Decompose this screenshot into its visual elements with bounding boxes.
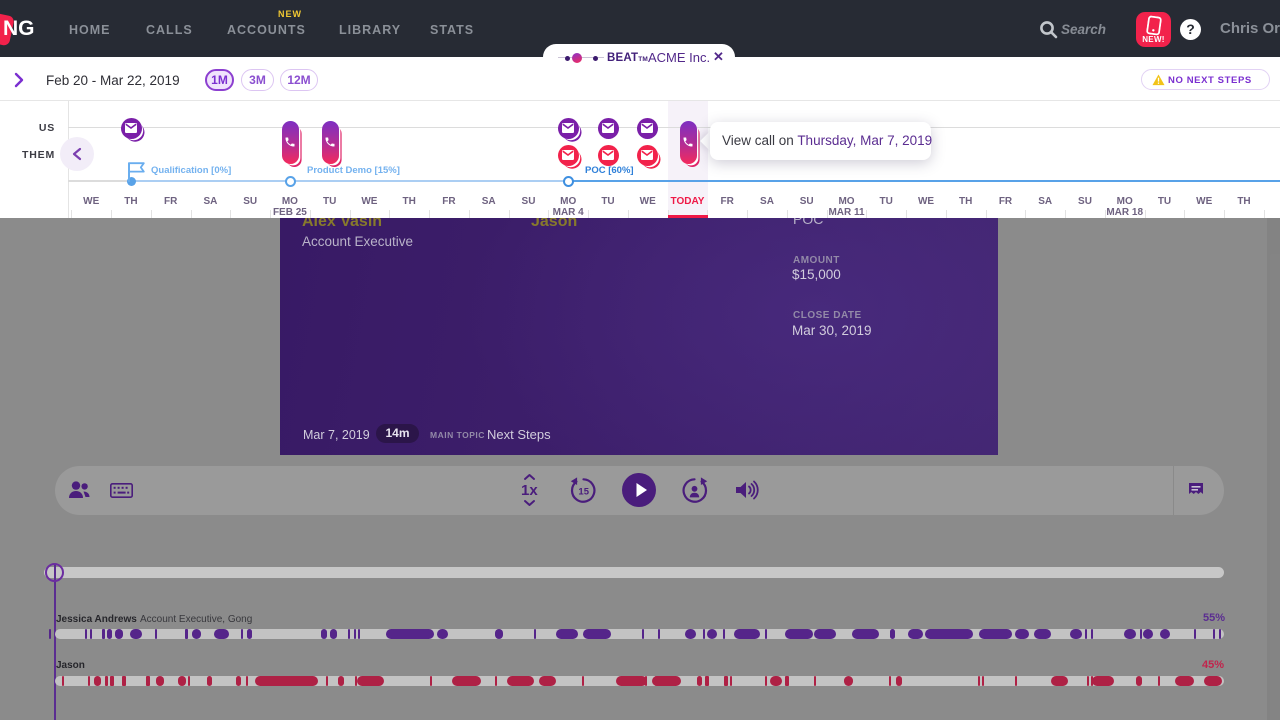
svg-text:15: 15 <box>578 487 589 498</box>
